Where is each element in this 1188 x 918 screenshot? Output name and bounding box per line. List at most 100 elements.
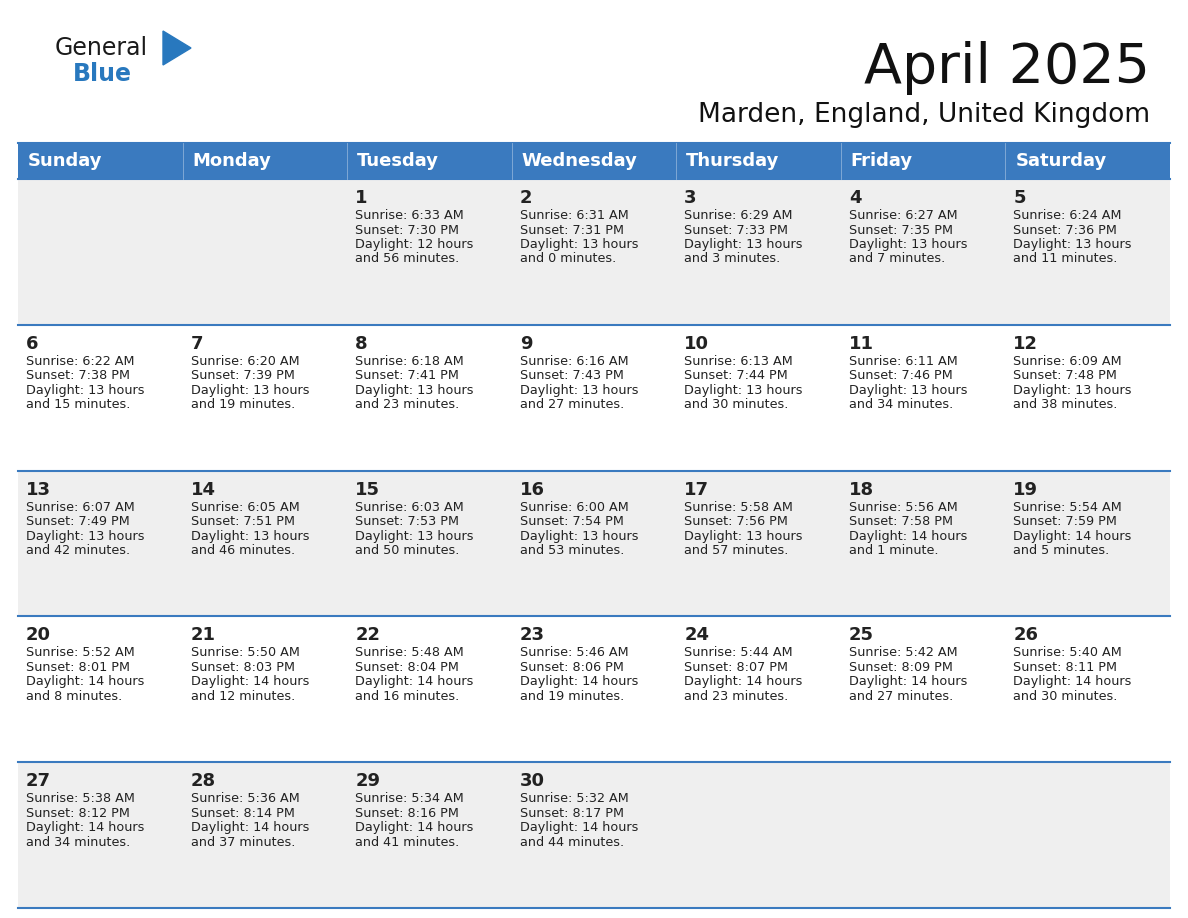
Text: Daylight: 14 hours: Daylight: 14 hours bbox=[519, 822, 638, 834]
Text: 8: 8 bbox=[355, 335, 368, 353]
Text: and 44 minutes.: and 44 minutes. bbox=[519, 835, 624, 849]
Text: Friday: Friday bbox=[851, 152, 914, 170]
Text: and 42 minutes.: and 42 minutes. bbox=[26, 544, 131, 557]
Text: 17: 17 bbox=[684, 481, 709, 498]
Text: 27: 27 bbox=[26, 772, 51, 790]
Text: Daylight: 13 hours: Daylight: 13 hours bbox=[355, 530, 474, 543]
Text: 24: 24 bbox=[684, 626, 709, 644]
Text: and 12 minutes.: and 12 minutes. bbox=[190, 690, 295, 703]
Text: Daylight: 14 hours: Daylight: 14 hours bbox=[849, 676, 967, 688]
Text: 18: 18 bbox=[849, 481, 874, 498]
Text: 30: 30 bbox=[519, 772, 545, 790]
Bar bbox=[18, 471, 1170, 616]
Text: and 37 minutes.: and 37 minutes. bbox=[190, 835, 295, 849]
Text: 2: 2 bbox=[519, 189, 532, 207]
Text: Blue: Blue bbox=[72, 62, 132, 86]
Text: Sunset: 7:54 PM: Sunset: 7:54 PM bbox=[519, 515, 624, 528]
Text: and 27 minutes.: and 27 minutes. bbox=[519, 398, 624, 411]
Text: Sunrise: 5:50 AM: Sunrise: 5:50 AM bbox=[190, 646, 299, 659]
Text: and 0 minutes.: and 0 minutes. bbox=[519, 252, 615, 265]
Text: and 11 minutes.: and 11 minutes. bbox=[1013, 252, 1118, 265]
Text: Sunrise: 5:40 AM: Sunrise: 5:40 AM bbox=[1013, 646, 1123, 659]
Text: and 1 minute.: and 1 minute. bbox=[849, 544, 939, 557]
Text: Sunrise: 5:46 AM: Sunrise: 5:46 AM bbox=[519, 646, 628, 659]
Text: 25: 25 bbox=[849, 626, 874, 644]
Text: Daylight: 13 hours: Daylight: 13 hours bbox=[849, 238, 967, 251]
Text: and 8 minutes.: and 8 minutes. bbox=[26, 690, 122, 703]
Text: Sunset: 8:01 PM: Sunset: 8:01 PM bbox=[26, 661, 129, 674]
Text: 5: 5 bbox=[1013, 189, 1026, 207]
Text: Sunset: 7:30 PM: Sunset: 7:30 PM bbox=[355, 223, 459, 237]
Text: 11: 11 bbox=[849, 335, 874, 353]
Text: Sunrise: 6:29 AM: Sunrise: 6:29 AM bbox=[684, 209, 792, 222]
Text: Tuesday: Tuesday bbox=[358, 152, 440, 170]
Text: and 5 minutes.: and 5 minutes. bbox=[1013, 544, 1110, 557]
Text: 19: 19 bbox=[1013, 481, 1038, 498]
Text: 21: 21 bbox=[190, 626, 215, 644]
Text: Sunset: 7:36 PM: Sunset: 7:36 PM bbox=[1013, 223, 1117, 237]
Text: and 46 minutes.: and 46 minutes. bbox=[190, 544, 295, 557]
Text: 22: 22 bbox=[355, 626, 380, 644]
Text: Daylight: 14 hours: Daylight: 14 hours bbox=[849, 530, 967, 543]
Text: Daylight: 13 hours: Daylight: 13 hours bbox=[1013, 238, 1132, 251]
Text: Sunrise: 5:42 AM: Sunrise: 5:42 AM bbox=[849, 646, 958, 659]
Text: 6: 6 bbox=[26, 335, 38, 353]
Text: and 3 minutes.: and 3 minutes. bbox=[684, 252, 781, 265]
Text: and 34 minutes.: and 34 minutes. bbox=[26, 835, 131, 849]
Text: and 50 minutes.: and 50 minutes. bbox=[355, 544, 460, 557]
Text: Sunset: 7:49 PM: Sunset: 7:49 PM bbox=[26, 515, 129, 528]
Text: Sunrise: 6:00 AM: Sunrise: 6:00 AM bbox=[519, 500, 628, 513]
Text: Daylight: 14 hours: Daylight: 14 hours bbox=[26, 676, 145, 688]
Text: Sunset: 8:06 PM: Sunset: 8:06 PM bbox=[519, 661, 624, 674]
Text: and 23 minutes.: and 23 minutes. bbox=[684, 690, 789, 703]
Text: Sunday: Sunday bbox=[29, 152, 102, 170]
Text: Monday: Monday bbox=[192, 152, 271, 170]
Bar bbox=[18, 179, 1170, 325]
Text: Sunrise: 6:16 AM: Sunrise: 6:16 AM bbox=[519, 354, 628, 368]
Text: Sunset: 7:33 PM: Sunset: 7:33 PM bbox=[684, 223, 789, 237]
Text: Sunrise: 5:36 AM: Sunrise: 5:36 AM bbox=[190, 792, 299, 805]
Bar bbox=[18, 325, 1170, 471]
Text: 14: 14 bbox=[190, 481, 215, 498]
Text: Sunset: 7:53 PM: Sunset: 7:53 PM bbox=[355, 515, 459, 528]
Text: Daylight: 13 hours: Daylight: 13 hours bbox=[684, 530, 803, 543]
Text: Sunset: 7:38 PM: Sunset: 7:38 PM bbox=[26, 369, 129, 382]
Text: and 19 minutes.: and 19 minutes. bbox=[190, 398, 295, 411]
Text: Sunset: 8:11 PM: Sunset: 8:11 PM bbox=[1013, 661, 1118, 674]
Text: 29: 29 bbox=[355, 772, 380, 790]
Text: Daylight: 13 hours: Daylight: 13 hours bbox=[519, 384, 638, 397]
Text: and 41 minutes.: and 41 minutes. bbox=[355, 835, 460, 849]
Text: and 19 minutes.: and 19 minutes. bbox=[519, 690, 624, 703]
Text: Marden, England, United Kingdom: Marden, England, United Kingdom bbox=[697, 102, 1150, 128]
Text: Wednesday: Wednesday bbox=[522, 152, 638, 170]
Text: Sunset: 8:04 PM: Sunset: 8:04 PM bbox=[355, 661, 459, 674]
Text: April 2025: April 2025 bbox=[864, 41, 1150, 95]
Text: and 34 minutes.: and 34 minutes. bbox=[849, 398, 953, 411]
Text: Saturday: Saturday bbox=[1016, 152, 1107, 170]
Text: Sunset: 8:12 PM: Sunset: 8:12 PM bbox=[26, 807, 129, 820]
Text: Sunset: 7:43 PM: Sunset: 7:43 PM bbox=[519, 369, 624, 382]
Text: and 56 minutes.: and 56 minutes. bbox=[355, 252, 460, 265]
Text: Sunrise: 5:58 AM: Sunrise: 5:58 AM bbox=[684, 500, 794, 513]
Text: Daylight: 13 hours: Daylight: 13 hours bbox=[849, 384, 967, 397]
Bar bbox=[18, 762, 1170, 908]
Text: Daylight: 14 hours: Daylight: 14 hours bbox=[190, 676, 309, 688]
Text: Sunrise: 6:05 AM: Sunrise: 6:05 AM bbox=[190, 500, 299, 513]
Text: Sunset: 8:17 PM: Sunset: 8:17 PM bbox=[519, 807, 624, 820]
Text: General: General bbox=[55, 36, 148, 60]
Text: Sunset: 7:51 PM: Sunset: 7:51 PM bbox=[190, 515, 295, 528]
Text: 15: 15 bbox=[355, 481, 380, 498]
Text: Daylight: 14 hours: Daylight: 14 hours bbox=[355, 822, 474, 834]
Text: 28: 28 bbox=[190, 772, 216, 790]
Text: Sunset: 7:58 PM: Sunset: 7:58 PM bbox=[849, 515, 953, 528]
Text: 20: 20 bbox=[26, 626, 51, 644]
Text: Daylight: 14 hours: Daylight: 14 hours bbox=[26, 822, 145, 834]
Text: Daylight: 13 hours: Daylight: 13 hours bbox=[26, 530, 145, 543]
Text: and 53 minutes.: and 53 minutes. bbox=[519, 544, 624, 557]
Text: Sunrise: 5:48 AM: Sunrise: 5:48 AM bbox=[355, 646, 463, 659]
Text: Sunrise: 6:24 AM: Sunrise: 6:24 AM bbox=[1013, 209, 1121, 222]
Text: Sunset: 8:07 PM: Sunset: 8:07 PM bbox=[684, 661, 789, 674]
Text: Sunset: 7:46 PM: Sunset: 7:46 PM bbox=[849, 369, 953, 382]
Text: Daylight: 13 hours: Daylight: 13 hours bbox=[26, 384, 145, 397]
Text: Sunset: 7:59 PM: Sunset: 7:59 PM bbox=[1013, 515, 1117, 528]
